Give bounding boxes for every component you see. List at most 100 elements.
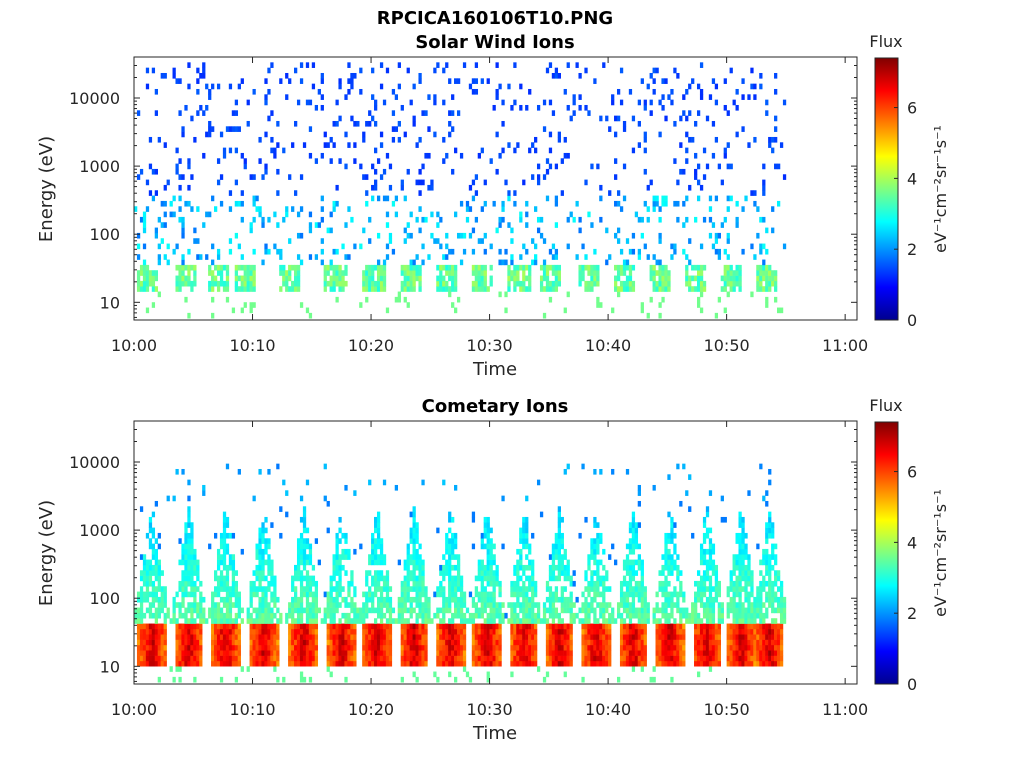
heatmap-cell — [557, 575, 561, 582]
heatmap-cell — [566, 575, 570, 582]
heatmap-cell — [335, 554, 339, 560]
heatmap-cell — [344, 254, 348, 260]
heatmap-cell — [353, 650, 357, 656]
heatmap-cell — [563, 628, 567, 635]
heatmap-cell — [483, 286, 487, 292]
heatmap-cell — [237, 639, 241, 646]
heatmap-cell — [507, 190, 511, 196]
heatmap-cell — [299, 559, 304, 566]
heatmap-cell — [216, 83, 221, 90]
heatmap-cell — [255, 543, 259, 550]
plot-frame-solar-wind — [133, 56, 858, 321]
heatmap-cell — [187, 248, 191, 255]
heatmap-cell — [166, 495, 170, 502]
heatmap-cell — [184, 580, 188, 587]
heatmap-cell — [332, 270, 336, 276]
heatmap-cell — [765, 286, 769, 292]
heatmap-cell — [436, 650, 440, 656]
heatmap-cell — [631, 559, 636, 566]
heatmap-cell — [228, 83, 233, 90]
heatmap-cell — [554, 264, 559, 271]
heatmap-cell — [578, 607, 582, 614]
heatmap-cell — [294, 570, 298, 576]
heatmap-cell — [350, 72, 354, 79]
heatmap-cell — [510, 655, 514, 662]
heatmap-cell — [448, 660, 452, 667]
heatmap-cell — [264, 591, 268, 598]
heatmap-cell — [489, 564, 493, 571]
heatmap-cell — [777, 307, 781, 314]
heatmap-cell — [451, 564, 455, 571]
heatmap-cell — [406, 302, 410, 308]
heatmap-cell — [699, 644, 704, 651]
heatmap-cell — [350, 634, 354, 640]
heatmap-cell — [480, 623, 484, 630]
heatmap-cell — [661, 607, 665, 614]
heatmap-cell — [252, 264, 256, 271]
heatmap-cell — [510, 628, 514, 635]
heatmap-cell — [314, 602, 319, 608]
heatmap-cell — [563, 88, 567, 95]
heatmap-cell — [516, 548, 520, 555]
heatmap-cell — [145, 623, 150, 630]
heatmap-cell — [403, 280, 407, 287]
heatmap-cell — [548, 628, 553, 635]
heatmap-cell — [157, 607, 161, 614]
heatmap-cell — [237, 243, 241, 250]
heatmap-cell — [142, 275, 147, 282]
heatmap-cell — [628, 548, 633, 555]
heatmap-cell — [406, 644, 410, 651]
heatmap-cell — [729, 602, 733, 608]
heatmap-cell — [480, 564, 484, 571]
heatmap-cell — [682, 634, 686, 640]
heatmap-cell — [148, 527, 153, 534]
heatmap-cell — [765, 564, 769, 571]
heatmap-cell — [157, 243, 161, 250]
heatmap-cell — [202, 67, 206, 74]
heatmap-cell — [557, 596, 561, 603]
heatmap-cell — [691, 618, 695, 624]
heatmap-cell — [596, 591, 600, 598]
heatmap-cell — [664, 602, 668, 608]
heatmap-cell — [628, 564, 633, 571]
heatmap-cell — [157, 660, 161, 667]
heatmap-cell — [762, 559, 766, 566]
heatmap-cell — [616, 200, 621, 207]
heatmap-cell — [273, 575, 277, 582]
heatmap-cell — [459, 152, 464, 159]
heatmap-cell — [720, 607, 724, 614]
heatmap-cell — [451, 275, 455, 282]
heatmap-cell — [676, 575, 680, 582]
heatmap-cell — [163, 254, 167, 260]
heatmap-cell — [302, 554, 307, 560]
heatmap-cell — [483, 628, 487, 635]
heatmap-cell — [643, 596, 647, 603]
heatmap-cell — [362, 644, 366, 651]
heatmap-cell — [670, 559, 674, 566]
heatmap-cell — [492, 596, 496, 603]
heatmap-cell — [359, 243, 363, 250]
heatmap-cell — [536, 602, 541, 608]
heatmap-cell — [178, 639, 182, 646]
heatmap-cell — [542, 264, 547, 271]
heatmap-cell — [637, 120, 641, 127]
heatmap-cell — [252, 607, 256, 614]
heatmap-cell — [741, 628, 745, 635]
heatmap-cell — [184, 570, 188, 576]
heatmap-cell — [554, 195, 559, 202]
heatmap-cell — [418, 628, 422, 635]
heatmap-cell — [741, 639, 745, 646]
heatmap-cell — [456, 296, 461, 303]
heatmap-cell — [412, 270, 416, 276]
heatmap-cell — [445, 62, 449, 68]
heatmap-cell — [376, 586, 381, 592]
heatmap-cell — [175, 618, 179, 624]
heatmap-cell — [471, 511, 476, 518]
heatmap-cell — [406, 67, 410, 74]
heatmap-cell — [400, 607, 404, 614]
heatmap-cell — [314, 104, 319, 111]
heatmap-cell — [699, 243, 704, 250]
heatmap-cell — [157, 254, 161, 260]
heatmap-cell — [528, 275, 532, 282]
heatmap-cell — [486, 570, 490, 576]
